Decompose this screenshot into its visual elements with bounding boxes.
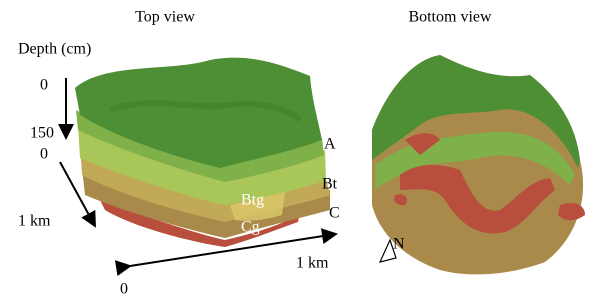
x-end: 1 km: [296, 255, 329, 272]
north-label: N: [393, 236, 405, 253]
panel-title: Top view: [135, 9, 195, 26]
y-end: 1 km: [18, 213, 51, 230]
y-start: 0: [40, 146, 48, 163]
layer-label: Bt: [322, 176, 338, 193]
depth-bottom: 150: [30, 125, 54, 142]
depth-top: 0: [40, 77, 48, 94]
layer-label: Cg: [241, 219, 260, 236]
layer-label: A: [324, 136, 336, 153]
layer-label: Btg: [241, 192, 264, 209]
layer-label: C: [329, 205, 340, 222]
x-start: 0: [120, 281, 128, 298]
figure: Top view Bottom view Depth (cm) 0 150 0 …: [0, 0, 600, 300]
panel-title: Bottom view: [408, 9, 492, 26]
depth-label: Depth (cm): [18, 41, 91, 58]
top-view-block: [75, 58, 330, 247]
